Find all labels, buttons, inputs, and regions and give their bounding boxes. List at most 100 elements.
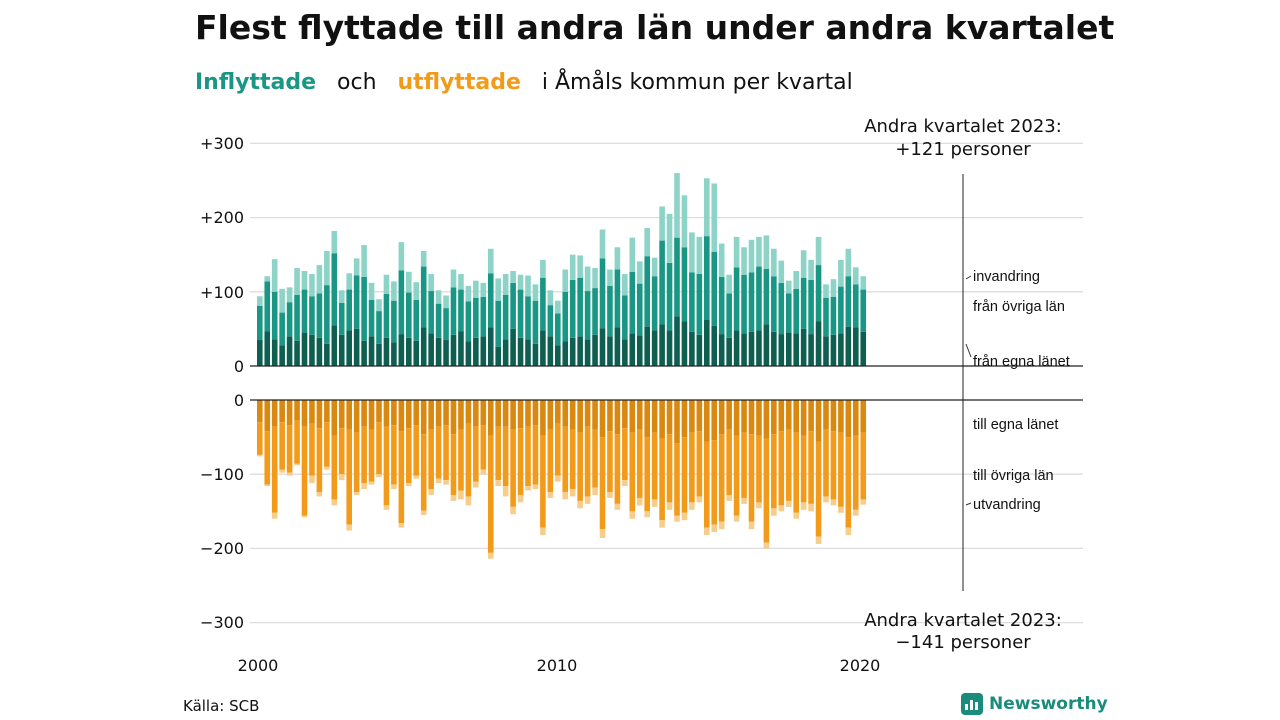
bar-till-ovriga-lan [540, 435, 546, 528]
bar-till-egna-lanet [584, 400, 591, 427]
bar-till-egna-lanet [771, 400, 777, 435]
bar-till-egna-lanet [450, 400, 457, 435]
bar-fran-egna-lanet [376, 343, 382, 366]
bar-utvandring [756, 502, 762, 509]
bar-fran-egna-lanet [346, 330, 352, 366]
bar-till-ovriga-lan [599, 437, 606, 530]
bar-fran-ovriga-lan [696, 273, 703, 335]
bar-fran-egna-lanet [420, 327, 427, 366]
subtitle-inflow-word: Inflyttade [195, 70, 317, 95]
bar-till-ovriga-lan [517, 428, 524, 495]
bar-fran-egna-lanet [443, 340, 449, 366]
bar-invandring [674, 173, 680, 238]
bar-fran-egna-lanet [525, 339, 531, 366]
bar-utvandring [361, 483, 367, 490]
bar-utvandring [622, 480, 628, 487]
bar-till-ovriga-lan [830, 431, 837, 500]
bar-till-ovriga-lan [510, 429, 516, 507]
bar-fran-ovriga-lan [473, 297, 479, 338]
bar-till-ovriga-lan [823, 429, 829, 497]
bar-fran-egna-lanet [845, 326, 852, 366]
bar-fran-ovriga-lan [763, 268, 770, 325]
bar-fran-ovriga-lan [607, 285, 613, 337]
bar-fran-egna-lanet [763, 324, 770, 366]
bar-till-ovriga-lan [495, 426, 501, 481]
bar-fran-egna-lanet [569, 337, 576, 366]
bar-till-ovriga-lan [607, 431, 613, 493]
bar-utvandring [510, 506, 516, 515]
bar-invandring [487, 248, 494, 274]
bar-invandring [785, 280, 792, 294]
bar-utvandring [845, 527, 852, 536]
bar-till-egna-lanet [353, 400, 360, 433]
bar-utvandring [368, 481, 375, 485]
bar-fran-ovriga-lan [324, 285, 330, 344]
bar-fran-egna-lanet [555, 345, 561, 366]
bar-invandring [309, 273, 315, 297]
bar-invandring [473, 280, 479, 298]
bar-fran-ovriga-lan [748, 272, 755, 332]
bar-fran-egna-lanet [622, 339, 628, 366]
bar-fran-egna-lanet [830, 334, 837, 366]
bar-invandring [413, 282, 420, 300]
bar-utvandring [316, 492, 323, 497]
bar-utvandring [808, 503, 814, 512]
bar-utvandring [271, 512, 278, 519]
bar-fran-ovriga-lan [368, 299, 375, 337]
y-tick-label: −200 [200, 539, 244, 558]
bar-fran-egna-lanet [361, 340, 367, 366]
bar-till-ovriga-lan [584, 426, 591, 497]
bar-utvandring [540, 527, 546, 536]
bar-fran-egna-lanet [458, 331, 464, 366]
bar-invandring [569, 254, 576, 280]
bar-fran-ovriga-lan [830, 296, 837, 335]
bar-till-ovriga-lan [324, 422, 330, 467]
bar-fran-egna-lanet [286, 336, 293, 366]
bar-invandring [525, 275, 531, 297]
bar-till-egna-lanet [607, 400, 613, 432]
bar-invandring [584, 266, 591, 292]
bar-till-ovriga-lan [547, 429, 554, 493]
bar-fran-egna-lanet [264, 331, 271, 366]
bar-invandring [383, 274, 390, 295]
bar-till-egna-lanet [517, 400, 524, 429]
bar-invandring [301, 271, 308, 290]
inflow-bars [257, 173, 867, 366]
bar-utvandring [294, 463, 300, 466]
bar-utvandring [309, 475, 315, 484]
bar-fran-ovriga-lan [718, 276, 725, 335]
bar-till-egna-lanet [845, 400, 852, 438]
bar-fran-ovriga-lan [458, 289, 464, 332]
bar-utvandring [748, 521, 755, 530]
bar-till-ovriga-lan [294, 420, 300, 464]
bar-fran-ovriga-lan [517, 289, 524, 338]
bar-invandring [644, 227, 650, 257]
bar-fran-ovriga-lan [495, 300, 501, 347]
bar-fran-ovriga-lan [540, 277, 546, 331]
bar-till-ovriga-lan [577, 432, 583, 501]
bar-fran-egna-lanet [502, 339, 509, 366]
y-tick-label: 0 [234, 357, 244, 376]
bar-till-egna-lanet [592, 400, 598, 430]
bar-utvandring [413, 475, 420, 479]
bar-till-egna-lanet [264, 400, 271, 432]
bar-till-ovriga-lan [674, 443, 680, 516]
bar-invandring [346, 273, 352, 290]
bar-fran-ovriga-lan [592, 288, 598, 335]
bar-invandring [361, 245, 367, 277]
bar-till-ovriga-lan [413, 425, 420, 476]
bar-till-ovriga-lan [562, 426, 569, 493]
bar-utvandring [562, 492, 569, 500]
bar-fran-egna-lanet [413, 340, 420, 366]
bar-invandring [495, 278, 501, 301]
bar-utvandring [823, 496, 829, 503]
newsworthy-logo[interactable]: Newsworthy [961, 693, 1108, 715]
bar-fran-egna-lanet [808, 334, 814, 366]
bar-till-egna-lanet [465, 400, 472, 424]
bar-till-egna-lanet [346, 400, 352, 430]
bar-invandring [353, 258, 360, 276]
bar-fran-egna-lanet [726, 337, 732, 366]
bar-till-egna-lanet [413, 400, 420, 426]
bar-invandring [830, 279, 837, 297]
bar-till-egna-lanet [301, 400, 308, 427]
